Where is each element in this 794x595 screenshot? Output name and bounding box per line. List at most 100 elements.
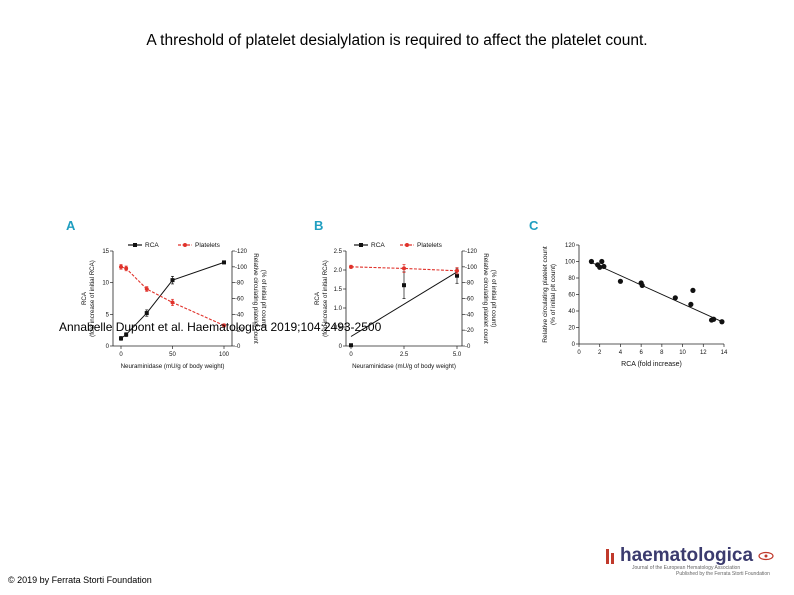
y-right-tick-label: -60 xyxy=(465,297,474,303)
scatter-point xyxy=(588,258,595,265)
y-tick-label: 120 xyxy=(565,243,576,249)
y-left-tick-label: 0 xyxy=(339,344,343,350)
y-right-tick-label: -80 xyxy=(465,281,474,287)
y-left-tick-label: 1.0 xyxy=(334,306,343,312)
y-left-tick-label: 0.5 xyxy=(334,325,343,331)
regression-line xyxy=(589,261,725,323)
copyright: © 2019 by Ferrata Storti Foundation xyxy=(8,575,152,585)
y-tick-label: 60 xyxy=(568,293,575,299)
platelets-series-line xyxy=(120,266,225,326)
y-left-axis-label-unit: (fold increase of initial RCA) xyxy=(89,260,96,337)
rca-point xyxy=(222,260,226,265)
x-tick-label: 50 xyxy=(169,352,176,358)
legend-label: RCA xyxy=(371,242,385,249)
rca-point xyxy=(455,273,459,278)
y-tick-label: 80 xyxy=(568,276,575,282)
y-left-axis-label: RCA xyxy=(81,291,88,305)
scatter-point xyxy=(599,258,605,265)
y-right-tick-label: -80 xyxy=(235,281,244,287)
x-tick-label: 10 xyxy=(679,350,686,356)
y-left-tick-label: 2.0 xyxy=(334,268,343,274)
legend-marker xyxy=(133,243,137,247)
y-tick-label: 100 xyxy=(565,260,576,266)
x-tick-label: 0 xyxy=(349,352,353,358)
rca-point xyxy=(402,283,406,288)
panel-c: C 0 20 40 60 80 100 120 0 2 4 6 8 10 12 14 RCA (fold inc… xyxy=(529,218,728,368)
y-tick-label: 0 xyxy=(572,342,576,348)
scatter-point xyxy=(719,319,725,325)
scatter-point xyxy=(601,263,607,270)
y-right-tick-label: -100 xyxy=(465,265,478,271)
platelets-point xyxy=(119,264,123,269)
x-tick-label: 8 xyxy=(660,350,664,356)
logo-mark-icon xyxy=(758,551,774,561)
scatter-point xyxy=(639,282,645,289)
y-right-axis-label-unit: (% of initial plt count) xyxy=(490,270,497,327)
panel-letter: B xyxy=(314,218,323,233)
logo-subtitle-2: Published by the Ferrata Storti Foundati… xyxy=(676,571,770,577)
platelets-point xyxy=(170,300,175,305)
y-left-tick-label: 1.5 xyxy=(334,287,343,293)
scatter-point xyxy=(688,301,694,307)
y-right-tick-label: -100 xyxy=(235,265,248,271)
y-left-axis-label: RCA xyxy=(314,291,321,305)
y-right-tick-label: -120 xyxy=(465,249,478,255)
rca-point xyxy=(119,336,123,341)
panel-b: B 0 0.5 1.0 1.5 2.0 2.5 -0 -20 -40 -60 -80 -100 -120 0… xyxy=(314,218,497,370)
platelets-point xyxy=(222,323,226,328)
y-right-tick-label: -40 xyxy=(235,312,244,318)
platelets-point xyxy=(349,264,353,269)
rca-point xyxy=(170,278,175,283)
slide-title: A threshold of platelet desialylation is… xyxy=(146,32,648,49)
x-axis-label: Neuraminidase (mU/g of body weight) xyxy=(121,363,225,370)
y-left-tick-label: 0 xyxy=(106,344,110,350)
x-tick-label: 0 xyxy=(119,352,123,358)
x-tick-label: 0 xyxy=(577,350,581,356)
logo-subtitle-1: Journal of the European Hematology Assoc… xyxy=(632,565,741,571)
x-tick-label: 2.5 xyxy=(400,352,409,358)
y-tick-label: 20 xyxy=(568,326,575,332)
legend-marker xyxy=(405,243,409,247)
x-tick-label: 14 xyxy=(721,350,728,356)
scatter-point xyxy=(617,278,624,284)
x-tick-label: 100 xyxy=(219,352,230,358)
scatter-point xyxy=(597,264,603,270)
y-right-tick-label: -0 xyxy=(465,344,471,350)
platelets-point xyxy=(402,266,406,271)
x-tick-label: 4 xyxy=(619,350,623,356)
y-right-tick-label: -40 xyxy=(465,312,474,318)
rca-point xyxy=(144,311,149,316)
scatter-point xyxy=(690,287,696,293)
scatter-point xyxy=(672,295,678,301)
platelets-series-line xyxy=(350,266,458,272)
y-left-tick-label: 15 xyxy=(102,249,109,255)
y-right-tick-label: -60 xyxy=(235,297,244,303)
y-tick-label: 40 xyxy=(568,309,575,315)
y-right-axis-label: Relative circulating platelet count xyxy=(252,253,259,344)
y-left-axis-label-unit: (fold increase of initial RCA) xyxy=(322,260,329,337)
platelets-point xyxy=(124,266,129,271)
logo-bar-icon xyxy=(606,549,614,564)
legend-label: RCA xyxy=(145,242,159,249)
y-left-tick-label: 10 xyxy=(102,281,109,287)
y-axis-label-unit: (% of initial plt count) xyxy=(550,264,557,325)
citation: Annabelle Dupont et al. Haematologica 20… xyxy=(59,320,382,334)
y-left-tick-label: 5 xyxy=(106,312,110,318)
panel-a: A 0 5 10 15 -0 -20 -40 -60 -80 -100 -120 0 50 100 Neura… xyxy=(66,218,267,370)
y-right-axis-label: Relative circulating platelet count xyxy=(482,253,489,344)
journal-logo: haematologica Journal of the European He… xyxy=(606,545,776,577)
y-right-tick-label: -120 xyxy=(235,249,248,255)
panel-letter: C xyxy=(529,218,539,233)
x-axis-label: Neuraminidase (mU/g of body weight) xyxy=(352,363,456,370)
platelets-point xyxy=(455,268,459,273)
y-right-tick-label: -20 xyxy=(465,328,474,334)
y-right-axis-label-unit: (% of initial plt count) xyxy=(260,270,267,327)
legend-label: Platelets xyxy=(417,242,443,249)
x-tick-label: 12 xyxy=(700,350,707,356)
panel-letter: A xyxy=(66,218,76,233)
scatter-point xyxy=(711,316,717,322)
rca-point xyxy=(349,343,353,348)
legend-label: Platelets xyxy=(195,242,221,249)
legend-marker xyxy=(359,243,363,247)
